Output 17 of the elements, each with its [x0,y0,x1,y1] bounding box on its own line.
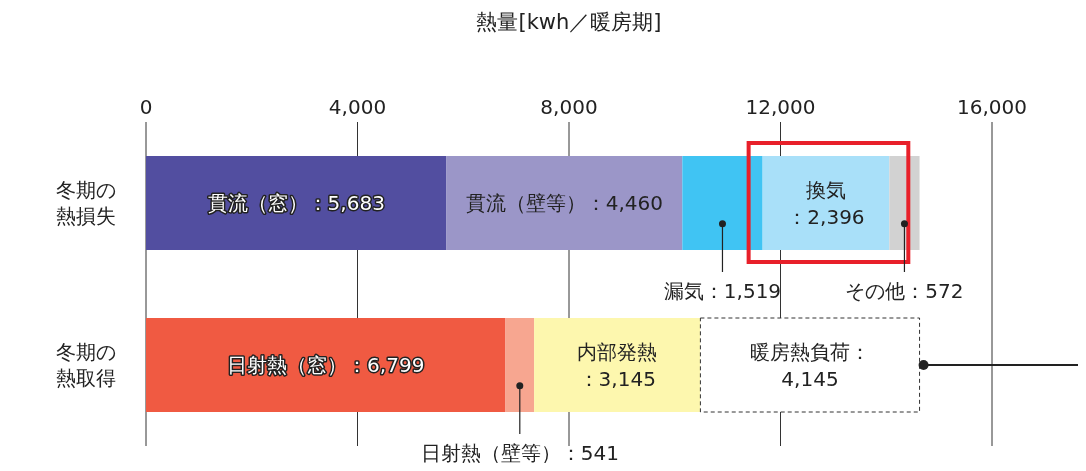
data-label: 貫流（壁等）：4,460 [465,191,664,215]
x-tick-label: 16,000 [957,95,1027,119]
y-tick-label: 冬期の熱損失 [56,178,116,228]
x-axis-title: 熱量[kwh／暖房期] [475,9,663,36]
x-tick-label: 0 [139,95,153,119]
x-tick-label: 12,000 [745,95,816,119]
data-label: 内部発熱：3,145 [577,339,658,391]
data-label: 漏気：1,519 [663,279,782,303]
data-label: 換気：2,396 [787,177,865,229]
data-label: 貫流（窓）：5,683 [207,191,385,215]
x-tick-label: 8,000 [540,95,598,119]
y-tick-label: 冬期の熱取得 [56,340,116,390]
data-label: 暖房熱負荷： 4,145 [749,339,870,391]
x-tick-label: 4,000 [328,95,387,119]
data-label: 日射熱（窓）：6,799 [227,353,425,377]
data-label: その他：572 [845,279,964,303]
data-label: 日射熱（壁等）：541 [420,441,619,465]
